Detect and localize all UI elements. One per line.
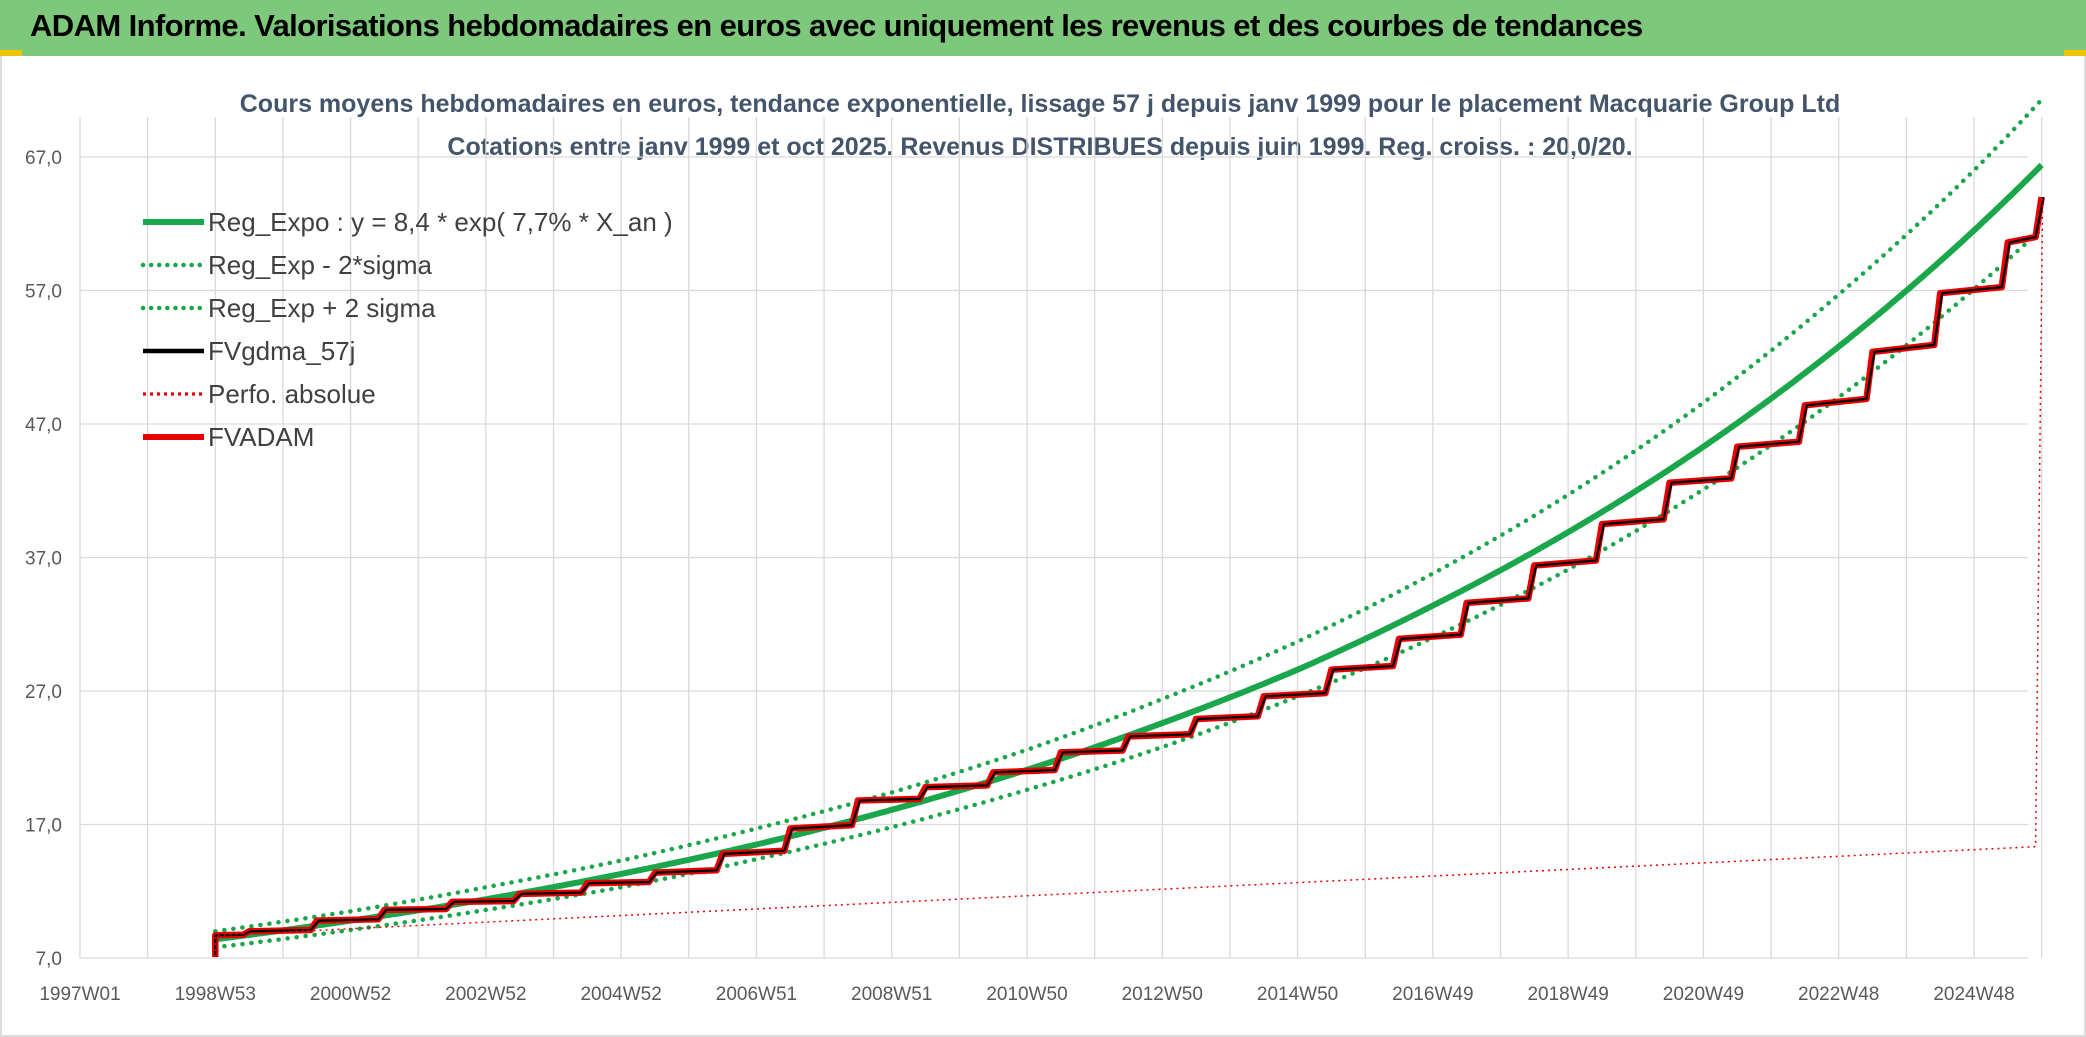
x-tick-label: 2020W49 [1663, 984, 1744, 1005]
x-axis: 1997W01 1998W53 2000W52 2002W52 2004W52 2006W… [39, 984, 2014, 1005]
chart-title-line-1: Cours moyens hebdomadaires en euros, ten… [240, 90, 1840, 118]
x-tick-label: 1997W01 [39, 984, 120, 1005]
x-tick-label: 2016W49 [1392, 984, 1473, 1005]
corner-mark-top-right [2064, 50, 2086, 56]
legend-label: FVgdma_57j [208, 336, 355, 366]
report-banner: ADAM Informe. Valorisations hebdomadaire… [0, 0, 2086, 56]
x-tick-label: 2004W52 [580, 984, 661, 1005]
y-tick-label: 7,0 [36, 949, 62, 970]
grid [79, 117, 2043, 959]
series-fvadam [212, 196, 2045, 957]
x-tick-label: 2006W51 [716, 984, 797, 1005]
y-tick-label: 17,0 [25, 816, 62, 837]
report-title: ADAM Informe. Valorisations hebdomadaire… [30, 8, 1643, 43]
x-tick-label: 2010W50 [986, 984, 1067, 1005]
series-perfo-absolue [214, 197, 2044, 957]
legend-label: Reg_Exp - 2*sigma [208, 250, 433, 280]
y-tick-label: 47,0 [25, 415, 62, 436]
x-tick-label: 2018W49 [1527, 984, 1608, 1005]
x-tick-label: 2000W52 [310, 984, 391, 1005]
x-tick-label: 2012W50 [1122, 984, 1203, 1005]
legend: Reg_Expo : y = 8,4 * exp( 7,7% * X_an ) R… [140, 207, 673, 452]
y-tick-label: 27,0 [25, 682, 62, 703]
series-fvgdma-57j [214, 196, 2045, 957]
chart-title-line-2: Cotations entre janv 1999 et oct 2025. R… [447, 133, 1632, 161]
series [212, 97, 2045, 957]
corner-mark-top-left [0, 50, 22, 56]
y-axis: 7,0 17,0 27,0 37,0 47,0 57,0 67,0 [25, 148, 62, 970]
x-tick-label: 2002W52 [445, 984, 526, 1005]
x-tick-label: 2014W50 [1257, 984, 1338, 1005]
x-tick-label: 2022W48 [1798, 984, 1879, 1005]
x-tick-label: 2008W51 [851, 984, 932, 1005]
series-reg-exp-plus-2-sigma [213, 97, 2044, 934]
x-tick-label: 1998W53 [175, 984, 256, 1005]
series-reg-expo [214, 162, 2044, 943]
series-reg-exp-minus-2-sigma [213, 226, 2044, 950]
x-tick-label: 2024W48 [1933, 984, 2014, 1005]
legend-label: Perfo. absolue [208, 379, 376, 409]
legend-label: FVADAM [208, 422, 314, 452]
chart-frame [0, 56, 2086, 1037]
y-tick-label: 37,0 [25, 549, 62, 570]
legend-label: Reg_Expo : y = 8,4 * exp( 7,7% * X_an ) [208, 207, 673, 237]
legend-label: Reg_Exp + 2 sigma [208, 293, 436, 323]
y-tick-label: 57,0 [25, 282, 62, 303]
y-tick-label: 67,0 [25, 148, 62, 169]
